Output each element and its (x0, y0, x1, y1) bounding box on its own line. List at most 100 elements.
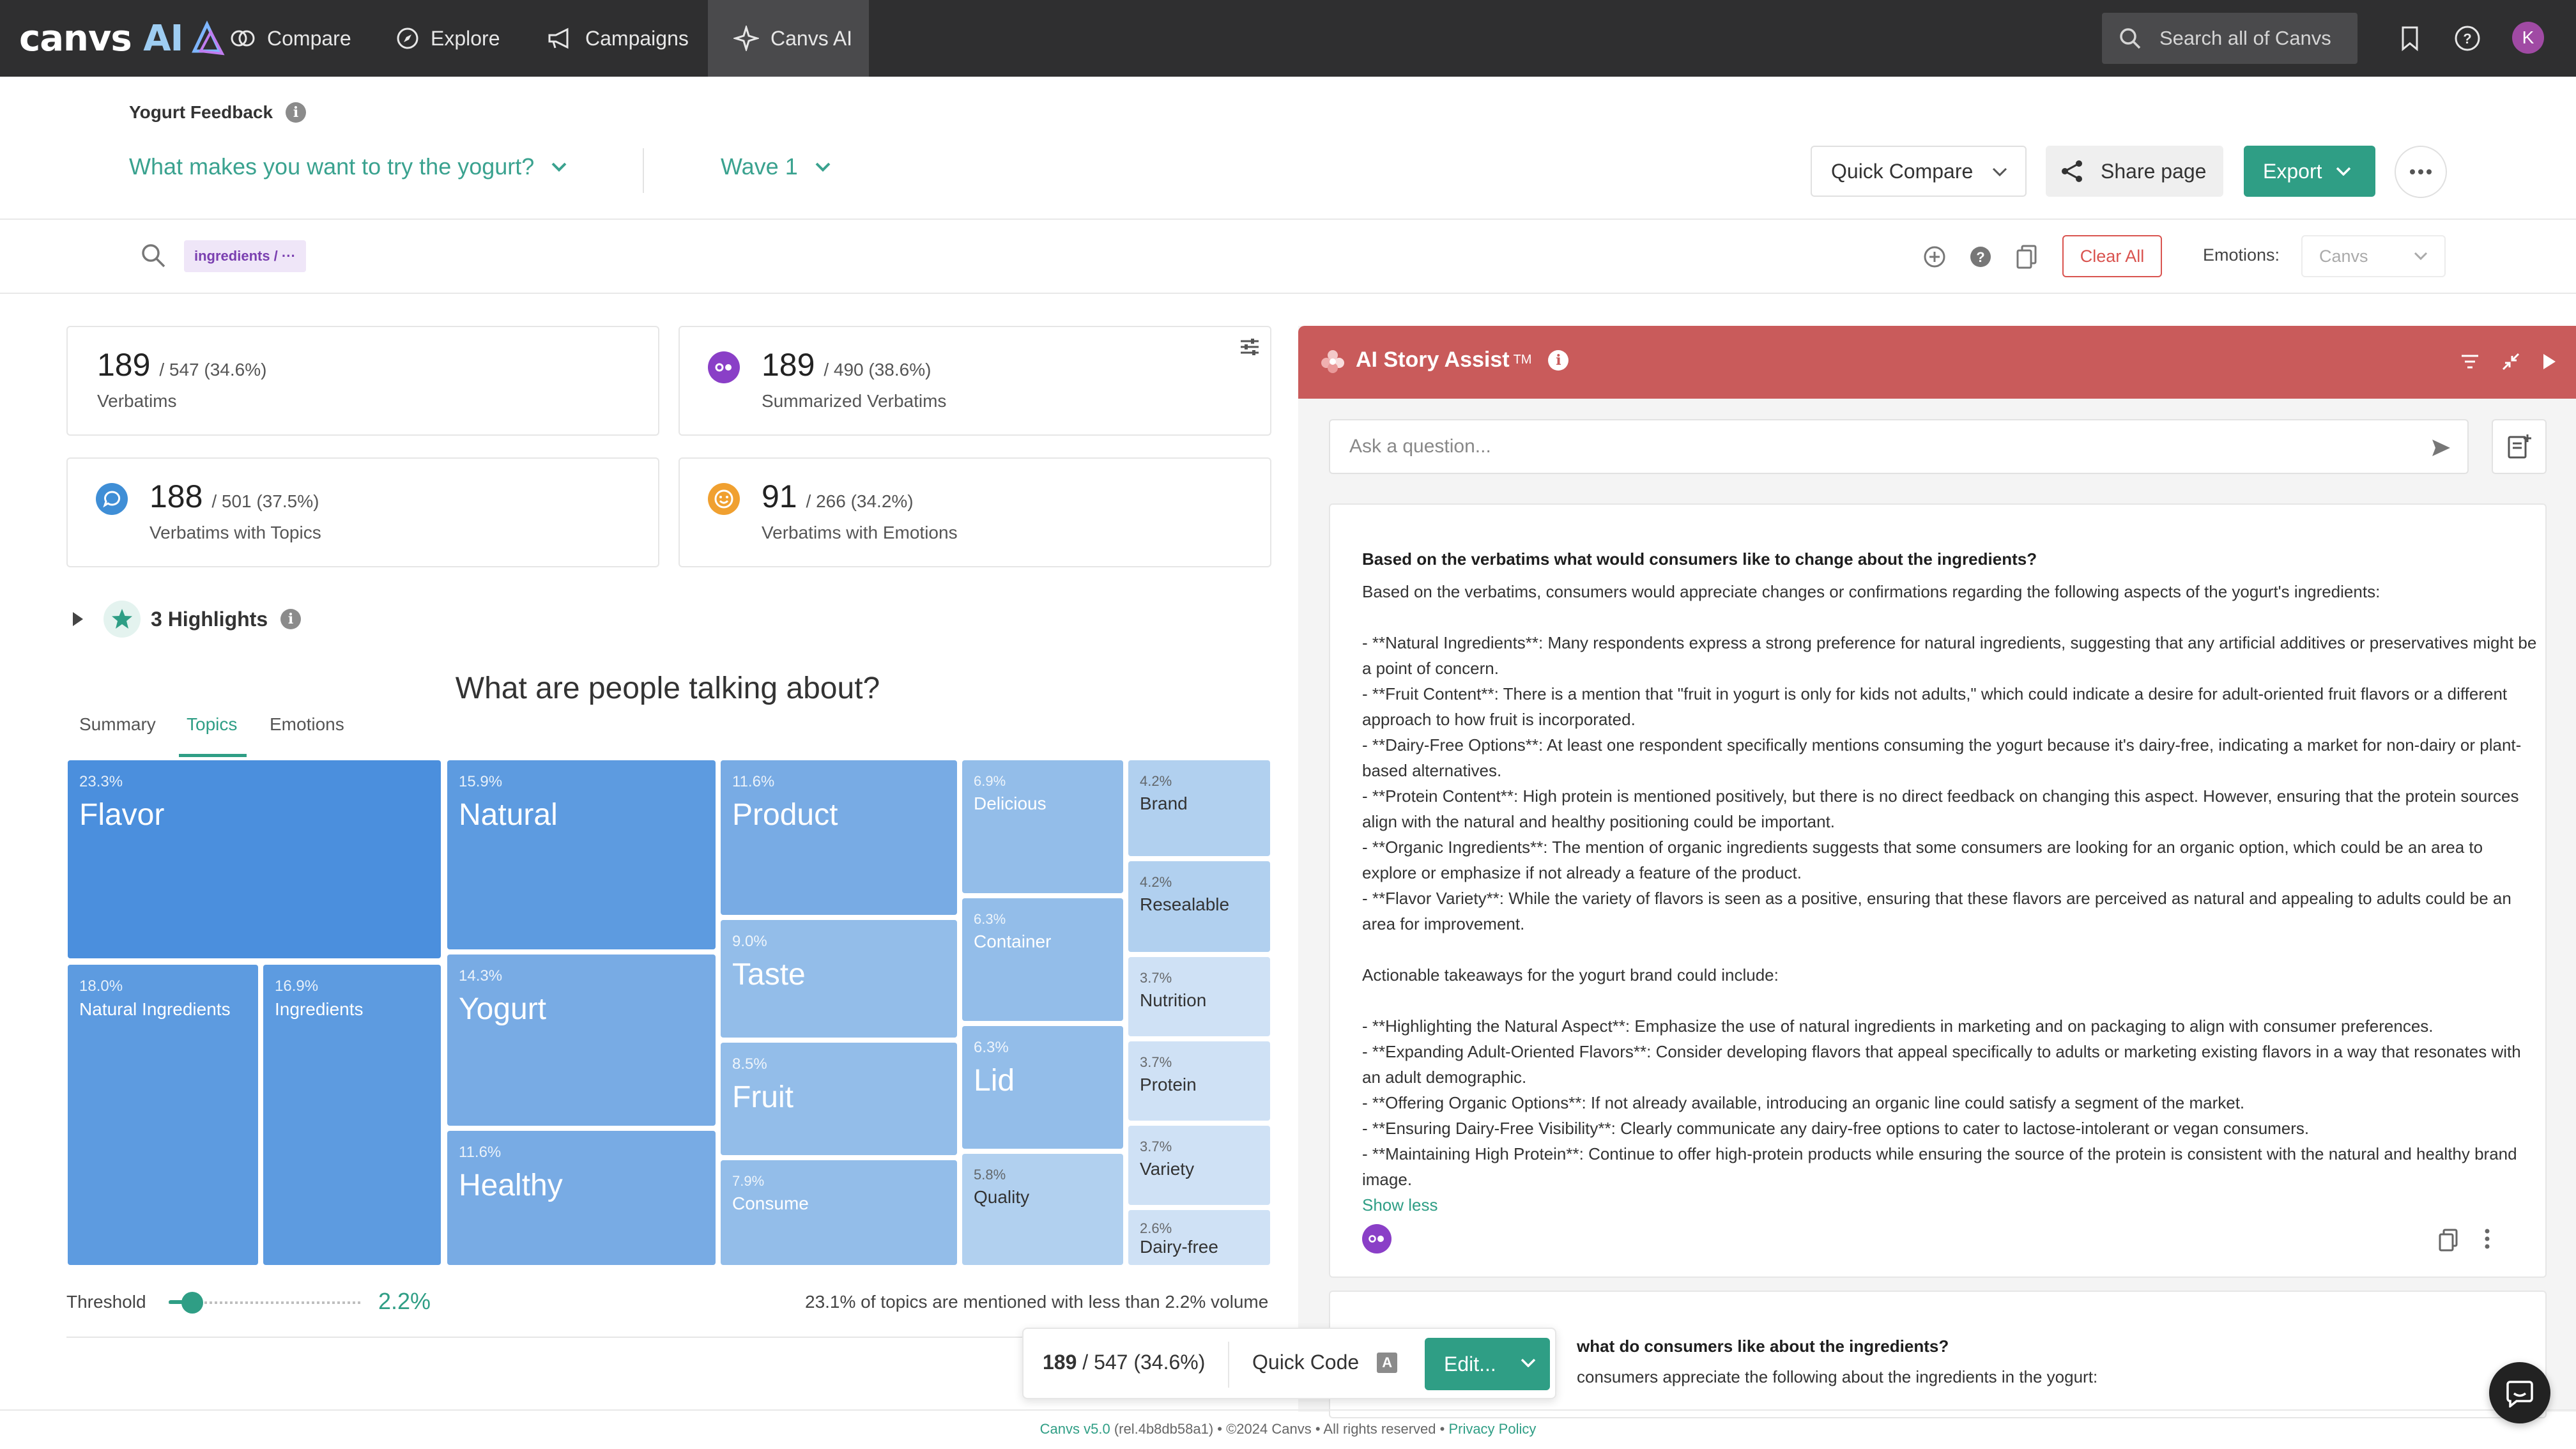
ai-panel-title: AI Story Assist TM i (1356, 348, 1569, 372)
tab-topics[interactable]: Topics (187, 714, 238, 734)
summary-icon (708, 351, 740, 383)
info-icon[interactable]: i (280, 609, 302, 629)
nav-explore[interactable]: Explore (396, 0, 500, 77)
info-icon[interactable]: i (1548, 349, 1569, 371)
edit-button[interactable]: Edit... (1425, 1338, 1550, 1390)
ai-title-text: AI Story Assist (1356, 348, 1510, 372)
send-icon[interactable] (2430, 437, 2452, 459)
copy-filters-button[interactable] (2014, 244, 2039, 270)
threshold-slider-track[interactable] (169, 1301, 360, 1304)
more-vertical-icon[interactable] (2484, 1228, 2490, 1250)
quick-code-button[interactable]: Quick Code A (1252, 1351, 1398, 1374)
treemap-tile-consume[interactable]: 7.9% Consume (721, 1160, 957, 1265)
threshold-value: 2.2% (378, 1288, 431, 1314)
chevron-down-icon (2336, 167, 2351, 176)
treemap-tile-delicious[interactable]: 6.9% Delicious (962, 760, 1123, 893)
user-avatar[interactable]: K (2512, 22, 2544, 54)
stat-card-emotions: 91 / 266 (34.2%) Verbatims with Emotions (678, 457, 1271, 567)
search-icon (2120, 28, 2141, 49)
filter-chip-ingredients[interactable]: ingredients / ··· (184, 240, 306, 272)
chevron-down-icon (1992, 167, 2007, 176)
tab-emotions[interactable]: Emotions (270, 714, 344, 734)
treemap-tile-lid[interactable]: 6.3% Lid (962, 1026, 1123, 1149)
treemap-tile-product[interactable]: 11.6% Product (721, 760, 957, 915)
treemap-tile-quality[interactable]: 5.8% Quality (962, 1154, 1123, 1265)
footer-rule (0, 1409, 2576, 1411)
more-options-button[interactable] (2395, 146, 2447, 198)
floatbar-divider (1228, 1342, 1229, 1388)
global-search-input[interactable]: Search all of Canvs (2102, 13, 2358, 64)
highlights-label: 3 Highlights (151, 607, 268, 631)
show-less-link[interactable]: Show less (1362, 1195, 1438, 1215)
export-button[interactable]: Export (2244, 146, 2375, 197)
logo-text: canvs (19, 17, 132, 59)
nav-canvs-ai-label: Canvs AI (770, 26, 853, 50)
answer-bullet: - **Flavor Variety**: While the variety … (1362, 889, 2511, 933)
treemap-tile-taste[interactable]: 9.0% Taste (721, 920, 957, 1038)
stat-label: Verbatims with Emotions (762, 523, 958, 542)
search-placeholder: Search all of Canvs (2159, 27, 2331, 49)
treemap-tile-variety[interactable]: 3.7% Variety (1128, 1126, 1270, 1205)
treemap-tile-healthy[interactable]: 11.6% Healthy (447, 1131, 716, 1265)
treemap-tile-fruit[interactable]: 8.5% Fruit (721, 1043, 957, 1155)
info-icon[interactable]: i (286, 102, 307, 123)
treemap-tile-natural-ingredients[interactable]: 18.0% Natural Ingredients (68, 965, 258, 1265)
emotions-dropdown[interactable]: Canvs (2301, 235, 2446, 277)
add-note-button[interactable] (2492, 419, 2547, 474)
nav-campaigns[interactable]: Campaigns (547, 0, 689, 77)
stat-label: Verbatims (97, 391, 177, 411)
play-icon[interactable] (2540, 351, 2558, 372)
chat-icon (2506, 1381, 2533, 1407)
threshold-slider-handle[interactable] (181, 1292, 203, 1314)
treemap-tile-nutrition[interactable]: 3.7% Nutrition (1128, 957, 1270, 1036)
filter-chip-label: ingredients / ··· (194, 248, 296, 264)
chevron-down-icon (815, 162, 831, 172)
treemap-tile-natural[interactable]: 15.9% Natural (447, 760, 716, 949)
footer-version: Canvs v5.0 (1039, 1421, 1110, 1437)
help-icon: ? (2455, 26, 2480, 51)
tab-summary[interactable]: Summary (79, 714, 156, 734)
sliders-icon[interactable] (1239, 337, 1260, 356)
answer-takeaway: - **Ensuring Dairy-Free Visibility**: Cl… (1362, 1119, 2310, 1138)
answer-takeaway: - **Highlighting the Natural Aspect**: E… (1362, 1016, 2434, 1036)
filter-help-button[interactable]: ? (1968, 244, 1993, 270)
copy-icon[interactable] (2438, 1228, 2458, 1252)
treemap-tile-brand[interactable]: 4.2% Brand (1128, 760, 1270, 856)
filter-search-button[interactable] (141, 243, 166, 272)
answer-body-2: consumers appreciate the following about… (1577, 1367, 2098, 1386)
clear-all-button[interactable]: Clear All (2062, 235, 2162, 277)
quick-compare-dropdown[interactable]: Quick Compare (1811, 146, 2027, 197)
selection-count: 189 / 547 (34.6%) (1043, 1351, 1206, 1374)
privacy-policy-link[interactable]: Privacy Policy (1448, 1421, 1537, 1437)
treemap-tile-ingredients[interactable]: 16.9% Ingredients (263, 965, 441, 1265)
treemap-tile-yogurt[interactable]: 14.3% Yogurt (447, 954, 716, 1126)
answer-intro: Based on the verbatims, consumers would … (1362, 582, 2380, 601)
treemap-tile-flavor[interactable]: 23.3% Flavor (68, 760, 441, 958)
svg-text:?: ? (2463, 31, 2471, 47)
treemap-tile-container[interactable]: 6.3% Container (962, 898, 1123, 1021)
add-filter-button[interactable] (1922, 244, 1947, 270)
collapse-arrows-icon[interactable] (2501, 351, 2521, 372)
highlights-toggle[interactable]: 3 Highlights i (72, 601, 302, 638)
nav-canvs-ai[interactable]: Canvs AI (708, 0, 869, 77)
note-add-icon (2508, 434, 2531, 459)
nav-compare[interactable]: Compare (230, 0, 351, 77)
ask-question-input[interactable]: Ask a question... (1329, 419, 2469, 474)
stat-value: 189 / 490 (38.6%) (762, 347, 931, 383)
chat-support-button[interactable] (2489, 1362, 2550, 1423)
treemap-tile-dairy-free[interactable]: 2.6% Dairy-free (1128, 1210, 1270, 1265)
bookmark-button[interactable] (2396, 24, 2424, 52)
chevron-down-icon (551, 162, 567, 172)
quick-code-label: Quick Code (1252, 1351, 1360, 1374)
canvs-ai-logo[interactable]: canvs AI (19, 12, 226, 65)
help-button[interactable]: ? (2453, 24, 2481, 52)
star-icon (103, 601, 141, 638)
topics-section-title: What are people talking about? (455, 671, 880, 705)
wave-dropdown[interactable]: Wave 1 (721, 153, 831, 180)
filter-lines-icon[interactable] (2460, 351, 2480, 372)
treemap-tile-protein[interactable]: 3.7% Protein (1128, 1041, 1270, 1121)
question-dropdown[interactable]: What makes you want to try the yogurt? (129, 153, 567, 180)
treemap-tile-resealable[interactable]: 4.2% Resealable (1128, 861, 1270, 952)
share-page-button[interactable]: Share page (2046, 146, 2223, 197)
topics-bubble-icon (96, 483, 128, 515)
